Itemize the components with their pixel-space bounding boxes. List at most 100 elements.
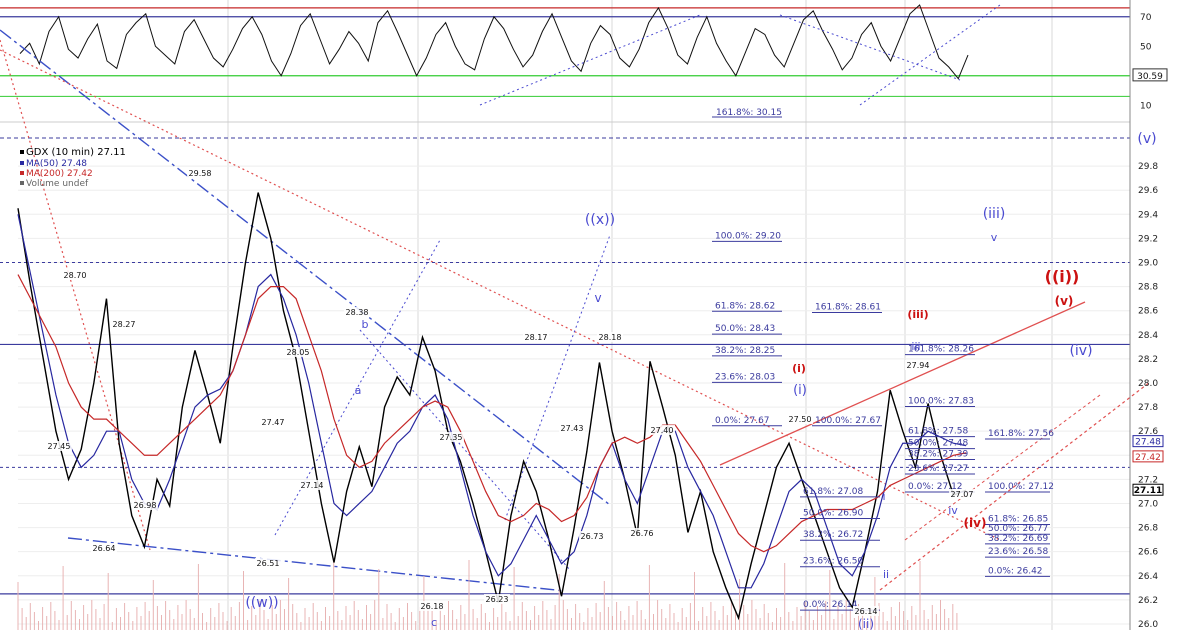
fib-label: 23.6%: 28.03: [715, 372, 775, 382]
ma50-line: [17, 214, 967, 589]
swing-label-bg: [523, 332, 549, 342]
wave-label: (iii): [983, 206, 1006, 222]
rsi-current-tag: [1132, 68, 1168, 82]
swing-label-bg: [579, 531, 605, 541]
swing-label: 26.14: [855, 607, 878, 616]
swing-label: 27.47: [262, 418, 285, 427]
fib-label: 23.6%: 26.58: [988, 547, 1049, 557]
price-tick-label: 28.6: [1138, 307, 1158, 317]
swing-label: 26.51: [257, 559, 280, 568]
swing-label: 26.76: [631, 529, 654, 538]
fib-label: 100.0%: 29.20: [715, 231, 781, 241]
price-tick-label: 26.6: [1138, 548, 1158, 558]
rsi-tick-label: 50: [1140, 42, 1152, 52]
price-current-label: 27.11: [1134, 486, 1162, 496]
swing-label: 26.64: [93, 544, 116, 553]
fib-label: 100.0%: 27.83: [908, 396, 974, 406]
swing-label: 27.35: [440, 433, 463, 442]
swing-label-bg: [260, 417, 286, 427]
fib-label: 161.8%: 27.56: [988, 429, 1054, 439]
swing-label: 28.05: [287, 348, 310, 357]
rsi-trendline: [779, 14, 961, 81]
price-tick-label: 27.2: [1138, 475, 1158, 485]
swing-label: 29.58: [189, 169, 212, 178]
wave-label-red: ((i)): [1045, 267, 1080, 286]
swing-label-bg: [438, 432, 464, 442]
wave-label: c: [431, 616, 437, 629]
swing-label-bg: [111, 319, 137, 329]
swing-label-bg: [649, 425, 675, 435]
fib-label: 61.8%: 27.58: [908, 427, 969, 437]
wave-label: b: [362, 318, 369, 331]
swing-label: 28.17: [525, 333, 548, 342]
price-tick-label: 28.4: [1138, 331, 1158, 341]
red-dotted-trendline: [0, 39, 151, 551]
lower-trendline: [67, 537, 566, 592]
price-line: [17, 192, 967, 621]
price-tick-label: 27.6: [1138, 427, 1158, 437]
wave-label: ((w)): [245, 595, 278, 611]
fib-label: 23.6%: 26.50: [803, 557, 864, 567]
swing-label: 27.94: [907, 361, 930, 370]
fib-label: 161.8%: 28.61: [815, 302, 881, 312]
wave-label-red: (iii): [907, 308, 928, 321]
swing-label-bg: [419, 601, 445, 611]
price-current-label: 27.42: [1135, 453, 1161, 463]
ma50-swatch: [20, 161, 24, 165]
price-tick-label: 29.2: [1138, 234, 1158, 244]
swing-label-bg: [787, 414, 813, 424]
swing-label-bg: [132, 500, 158, 510]
descending-trendline: [0, 29, 611, 506]
swing-label: 26.73: [581, 532, 604, 541]
fib-label: 38.2%: 26.72: [803, 530, 863, 540]
price-current-tag: [1132, 450, 1164, 463]
wave-label: (iv): [1069, 343, 1092, 359]
swing-label-bg: [187, 168, 213, 178]
fib-label: 100.0%: 27.12: [988, 482, 1054, 492]
fib-label: 61.8%: 27.08: [803, 487, 864, 497]
red-channel-lower: [879, 381, 1151, 591]
blue-dotted-trendline: [504, 234, 611, 521]
price-tick-label: 26.8: [1138, 524, 1158, 534]
rsi-trendline: [859, 4, 1001, 106]
fib-label: 100.0%: 27.67: [815, 416, 881, 426]
price-tick-label: 29.6: [1138, 186, 1158, 196]
price-tick-label: 26.4: [1138, 572, 1158, 582]
swing-label-bg: [949, 489, 975, 499]
swing-label-bg: [46, 441, 72, 451]
swing-label: 27.43: [561, 424, 584, 433]
fib-label: 50.0%: 26.90: [803, 509, 864, 519]
wave-label-red: (iv): [964, 516, 987, 530]
fib-label: 50.0%: 28.43: [715, 324, 775, 334]
rsi-tick-label: 70: [1140, 13, 1152, 23]
price-tick-label: 27.0: [1138, 499, 1158, 509]
rsi-current-label: 30.59: [1137, 72, 1163, 82]
swing-label-bg: [629, 528, 655, 538]
fib-label: 61.8%: 26.85: [988, 515, 1048, 525]
fib-label: 38.2%: 28.25: [715, 346, 775, 356]
swing-label: 26.23: [486, 595, 509, 604]
swing-label: 26.98: [134, 501, 157, 510]
wave-label-red: (v): [1055, 294, 1074, 308]
swing-label: 27.50: [789, 415, 812, 424]
fib-label: 61.8%: 28.62: [715, 301, 775, 311]
rsi-tick-label: 10: [1140, 101, 1152, 111]
blue-dotted-trendline: [359, 329, 571, 571]
wave-label: a: [355, 384, 362, 397]
swing-label: 27.14: [301, 481, 324, 490]
fib-label: 50.0%: 27.48: [908, 439, 969, 449]
wave-label: i: [882, 490, 885, 503]
fib-label: 38.2%: 27.39: [908, 449, 969, 459]
fib-label: 0.0%: 27.67: [715, 416, 770, 426]
swing-label-bg: [344, 307, 370, 317]
swing-label-bg: [299, 480, 325, 490]
wave-label: (ii): [858, 617, 874, 630]
swing-label-bg: [853, 606, 879, 616]
price-current-tag: [1132, 483, 1164, 496]
rsi-fib-label: 161.8%: 30.15: [716, 108, 782, 118]
swing-label: 27.40: [651, 426, 674, 435]
fib-label: 50.0%: 26.77: [988, 524, 1048, 534]
red-channel-upper: [719, 301, 1086, 466]
swing-label: 27.45: [48, 442, 71, 451]
